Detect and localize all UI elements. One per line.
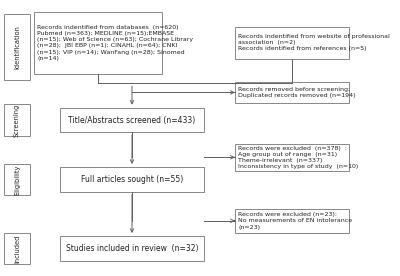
- Text: Title/Abstracts screened (n=433): Title/Abstracts screened (n=433): [68, 116, 196, 124]
- Text: Full articles sought (n=55): Full articles sought (n=55): [81, 175, 183, 184]
- Text: Records removed before screening:
Duplicated records removed (n=194): Records removed before screening: Duplic…: [238, 87, 356, 98]
- FancyBboxPatch shape: [235, 27, 349, 59]
- FancyBboxPatch shape: [60, 167, 204, 192]
- Text: Included: Included: [14, 234, 20, 262]
- FancyBboxPatch shape: [235, 209, 349, 232]
- FancyBboxPatch shape: [4, 14, 30, 80]
- FancyBboxPatch shape: [60, 108, 204, 132]
- Text: Records indentified from website of professional
association  (n=2)
Records iden: Records indentified from website of prof…: [238, 34, 390, 52]
- FancyBboxPatch shape: [235, 82, 349, 103]
- Text: Records indentified from databases  (n=620)
Pubmed (n=363); MEDLINE (n=15);EMBAS: Records indentified from databases (n=62…: [37, 25, 193, 61]
- Text: Screening: Screening: [14, 104, 20, 137]
- FancyBboxPatch shape: [4, 104, 30, 136]
- Text: Studies included in review  (n=32): Studies included in review (n=32): [66, 244, 198, 253]
- Text: Records were excluded (n=23):
No measurements of EN intolerance
(n=23): Records were excluded (n=23): No measure…: [238, 212, 352, 230]
- FancyBboxPatch shape: [60, 236, 204, 261]
- Text: Eligibility: Eligibility: [14, 164, 20, 195]
- FancyBboxPatch shape: [235, 144, 349, 171]
- FancyBboxPatch shape: [4, 232, 30, 264]
- Text: Identification: Identification: [14, 25, 20, 69]
- Text: Records were excluded  (n=378)  :
Age group out of range  (n=31)
Theme-irrelevan: Records were excluded (n=378) : Age grou…: [238, 145, 358, 169]
- FancyBboxPatch shape: [4, 163, 30, 195]
- FancyBboxPatch shape: [34, 12, 162, 74]
